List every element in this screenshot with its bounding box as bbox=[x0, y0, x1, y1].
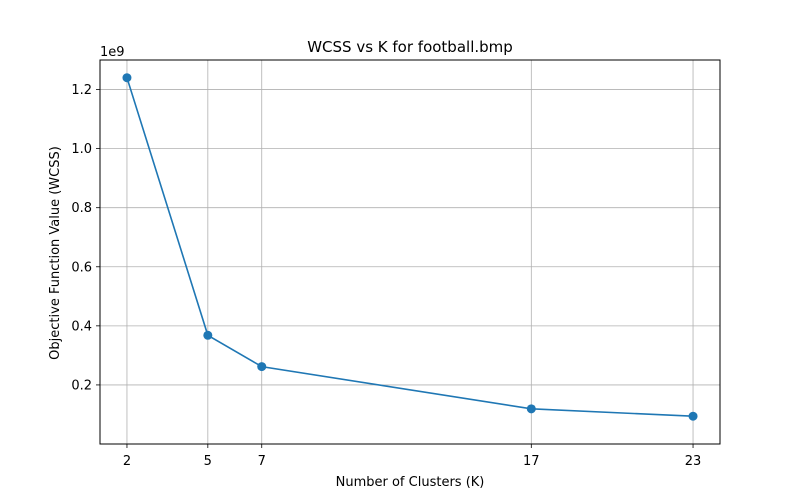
chart-title: WCSS vs K for football.bmp bbox=[307, 38, 513, 56]
x-axis: 2 5 7 17 23 bbox=[123, 444, 702, 469]
data-point bbox=[122, 73, 132, 83]
series-layer bbox=[122, 73, 698, 421]
y-tick-label: 0.6 bbox=[71, 260, 92, 275]
y-tick-label: 0.2 bbox=[71, 378, 92, 393]
x-tick-label: 23 bbox=[685, 454, 702, 469]
grid bbox=[100, 60, 720, 444]
y-tick-label: 1.0 bbox=[71, 142, 92, 157]
y-axis-label: Objective Function Value (WCSS) bbox=[48, 146, 63, 360]
y-axis-offset-label: 1e9 bbox=[100, 45, 125, 60]
data-point bbox=[688, 411, 698, 421]
x-tick-label: 2 bbox=[123, 454, 131, 469]
x-axis-label: Number of Clusters (K) bbox=[336, 475, 485, 490]
data-point bbox=[526, 404, 536, 414]
y-axis: 0.2 0.4 0.6 0.8 1.0 1.2 bbox=[71, 83, 100, 393]
y-tick-label: 0.8 bbox=[71, 201, 92, 216]
x-tick-label: 5 bbox=[204, 454, 212, 469]
plot-frame bbox=[99, 59, 721, 445]
y-tick-label: 1.2 bbox=[71, 83, 92, 98]
data-point bbox=[203, 330, 213, 340]
y-tick-label: 0.4 bbox=[71, 319, 92, 334]
x-tick-label: 17 bbox=[523, 454, 540, 469]
data-point bbox=[257, 362, 267, 372]
x-tick-label: 7 bbox=[258, 454, 266, 469]
